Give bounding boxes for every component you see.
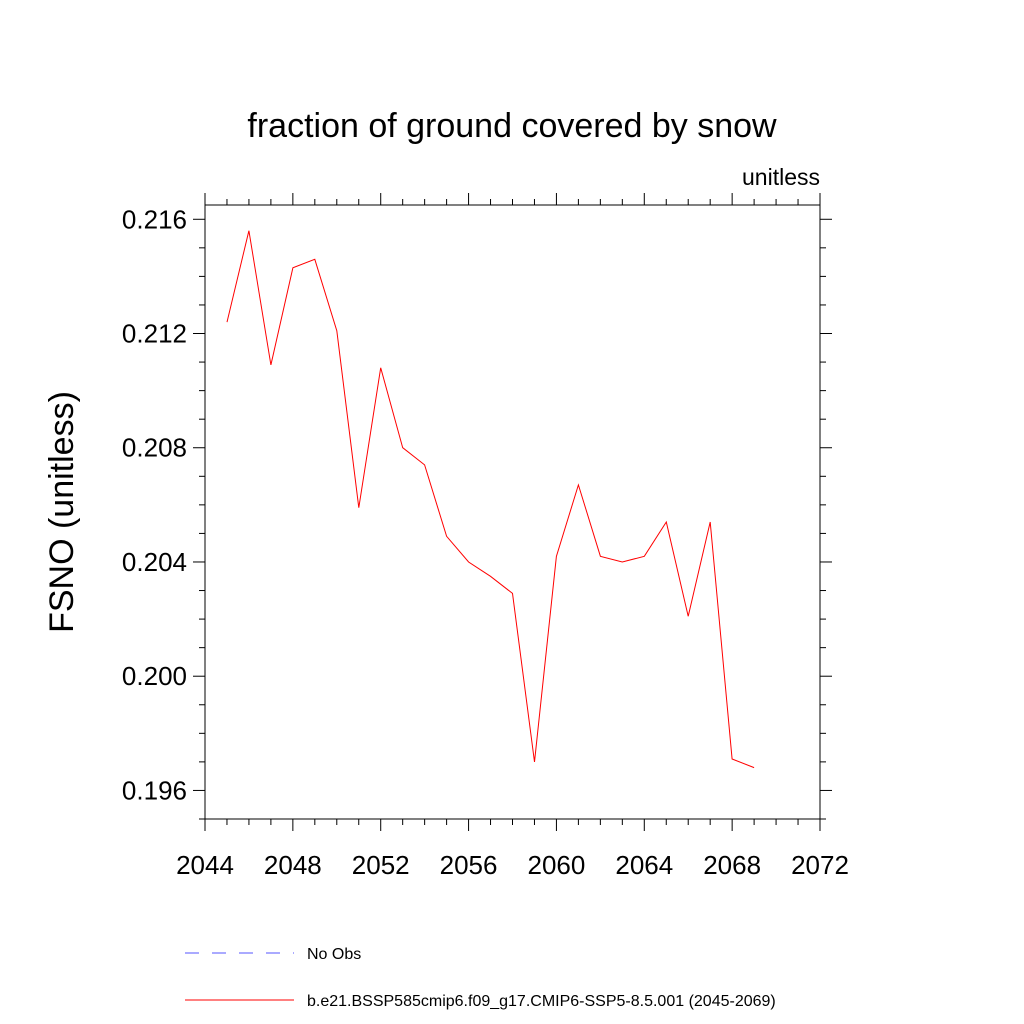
y-tick-label: 0.196 <box>122 775 187 805</box>
series-line <box>226 230 755 769</box>
legend-label-no-obs: No Obs <box>307 946 361 963</box>
y-tick-label: 0.208 <box>122 433 187 463</box>
x-tick-label: 2044 <box>176 850 234 880</box>
y-tick-label: 0.200 <box>122 661 187 691</box>
y-tick-label: 0.204 <box>122 547 187 577</box>
chart-title: fraction of ground covered by snow <box>247 107 777 145</box>
x-tick-label: 2060 <box>528 850 586 880</box>
ticks-layer: 2044 2048 2052 2056 2060 2064 2068 2072 0.196 0.2… <box>122 193 849 880</box>
y-tick-label: 0.212 <box>122 319 187 349</box>
x-tick-label: 2072 <box>791 850 849 880</box>
x-tick-label: 2052 <box>352 850 410 880</box>
x-tick-label: 2048 <box>264 850 322 880</box>
y-tick-label: 0.216 <box>122 204 187 234</box>
plot-frame <box>204 204 821 820</box>
series-layer <box>226 230 755 769</box>
y-axis-label: FSNO (unitless) <box>43 391 81 633</box>
x-tick-label: 2064 <box>615 850 673 880</box>
legend-label-model: b.e21.BSSP585cmip6.f09_g17.CMIP6-SSP5-8.… <box>307 993 776 1010</box>
legend: No Obs b.e21.BSSP585cmip6.f09_g17.CMIP6-… <box>185 946 776 1010</box>
x-tick-label: 2056 <box>440 850 498 880</box>
units-label: unitless <box>742 164 820 190</box>
x-tick-label: 2068 <box>703 850 761 880</box>
